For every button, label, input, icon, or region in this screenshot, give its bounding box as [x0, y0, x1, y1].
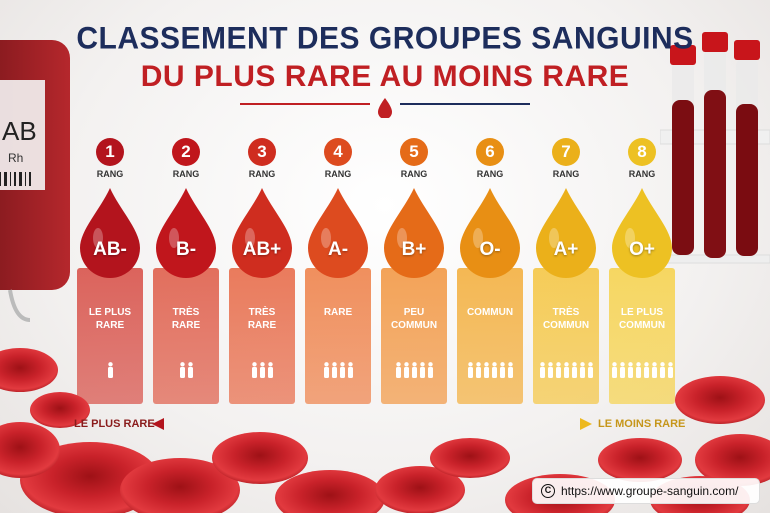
rarity-text: PEU COMMUN [390, 307, 438, 331]
blood-group-label: A- [327, 239, 349, 260]
rank-number-badge: 2 [172, 138, 200, 166]
blood-bag-illustration: AB Rh [0, 40, 70, 322]
blood-drop-icon [384, 188, 444, 278]
rarity-text: RARE [323, 307, 353, 318]
rarity-panel [229, 268, 295, 404]
rank-label: RANG [400, 169, 428, 179]
source-url-text: https://www.groupe-sanguin.com/ [561, 484, 739, 498]
blood-group-label: A+ [553, 239, 579, 260]
rank-number-badge: 3 [248, 138, 276, 166]
rank-column: 7 RANG A+ TRÈS COMMUN [531, 138, 601, 404]
rarity-text: TRÈS RARE [247, 307, 277, 331]
rank-number-badge: 7 [552, 138, 580, 166]
title-divider [240, 98, 530, 118]
blood-drop-icon [460, 188, 520, 278]
blood-drop-icon [536, 188, 596, 278]
rank-label: RANG [628, 169, 656, 179]
rarity-panel [153, 268, 219, 404]
bag-group-text: AB [2, 116, 37, 146]
blood-group-label: O- [479, 239, 501, 260]
person-icons [227, 362, 297, 382]
rank-column: 2 RANG B- TRÈS RARE [151, 138, 221, 404]
person-icons [151, 362, 221, 382]
blood-group-label: B+ [401, 239, 427, 260]
rarity-panel [381, 268, 447, 404]
blood-group-label: AB- [93, 239, 127, 260]
rank-column: 3 RANG AB+ TRÈS RARE [227, 138, 297, 404]
rarity-panel [77, 268, 143, 404]
bag-rh-text: Rh [8, 151, 23, 165]
blood-drop-icon [232, 188, 292, 278]
blood-drop-icon [80, 188, 140, 278]
small-drop-icon [378, 98, 392, 118]
rarity-text: LE PLUS RARE [88, 307, 132, 331]
rank-column: 1 RANG AB- LE PLUS RARE [75, 138, 145, 404]
copyright-icon: C [541, 484, 555, 498]
blood-group-label: AB+ [242, 239, 282, 260]
rank-column: 6 RANG O- COMMUN [455, 138, 525, 404]
rank-number-badge: 4 [324, 138, 352, 166]
title-line-1: CLASSEMENT DES GROUPES SANGUINS [76, 21, 694, 56]
rarity-text: TRÈS COMMUN [542, 307, 590, 331]
rank-number-badge: 5 [400, 138, 428, 166]
rank-label: RANG [96, 169, 124, 179]
person-icons [75, 362, 145, 382]
title-line-2: DU PLUS RARE AU MOINS RARE [140, 60, 630, 93]
rank-column: 4 RANG A- RARE [303, 138, 373, 404]
blood-group-label: B- [175, 239, 197, 260]
blood-drop-icon [308, 188, 368, 278]
rank-column: 5 RANG B+ PEU COMMUN [379, 138, 449, 404]
blood-drop-icon [156, 188, 216, 278]
person-icons [531, 362, 601, 382]
person-icons [607, 362, 677, 382]
scale-left-label: LE PLUS RARE [74, 418, 155, 430]
rank-number-badge: 1 [96, 138, 124, 166]
rarity-panel [305, 268, 371, 404]
rarity-text: COMMUN [466, 307, 514, 318]
rank-column: 8 RANG O+ LE PLUS COMMUN [607, 138, 677, 404]
rank-label: RANG [324, 169, 352, 179]
person-icons [455, 362, 525, 382]
rarity-text: LE PLUS COMMUN [618, 307, 666, 331]
person-icons [379, 362, 449, 382]
rank-label: RANG [476, 169, 504, 179]
rank-label: RANG [248, 169, 276, 179]
rarity-text: TRÈS RARE [171, 307, 201, 331]
rank-label: RANG [172, 169, 200, 179]
blood-drop-icon [612, 188, 672, 278]
source-url: C https://www.groupe-sanguin.com/ [532, 478, 760, 504]
rarity-panel [533, 268, 599, 404]
rarity-scale-arrow [152, 418, 592, 430]
scale-right-label: LE MOINS RARE [598, 418, 686, 430]
blood-group-label: O+ [629, 239, 655, 260]
test-tubes-illustration [660, 32, 770, 264]
rank-label: RANG [552, 169, 580, 179]
rarity-panel [457, 268, 523, 404]
rank-number-badge: 8 [628, 138, 656, 166]
rank-number-badge: 6 [476, 138, 504, 166]
rarity-panel [609, 268, 675, 404]
person-icons [303, 362, 373, 382]
